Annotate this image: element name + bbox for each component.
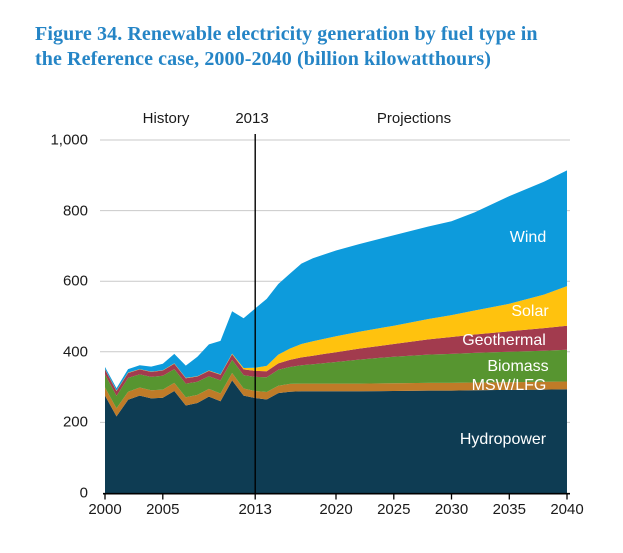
series-label-biomass: Biomass [487, 358, 549, 375]
series-label-msw-lfg: MSW/LFG [471, 377, 547, 394]
x-tick-label-2040: 2040 [550, 501, 584, 518]
y-tick-label-0: 0 [79, 484, 88, 502]
x-tick-label-2013: 2013 [238, 501, 272, 518]
series-label-hydropower: Hydropower [459, 431, 547, 448]
y-tick-label-1000: 1,000 [50, 131, 88, 149]
area-hydropower [105, 380, 567, 493]
x-tick-label-2035: 2035 [492, 501, 526, 518]
projections-phase-label: Projections [376, 110, 452, 127]
x-tick-label-2030: 2030 [434, 501, 469, 518]
series-label-wind: Wind [509, 229, 547, 246]
history-phase-label: History [142, 110, 190, 127]
area-wind [105, 170, 567, 391]
y-tick-label-600: 600 [62, 272, 88, 290]
x-tick-label-2005: 2005 [146, 501, 180, 518]
x-tick-label-2020: 2020 [319, 501, 353, 518]
series-label-solar: Solar [511, 303, 549, 320]
divider-year-label: 2013 [235, 110, 269, 127]
area-geothermal [105, 325, 567, 396]
page-title: Figure 34. Renewable electricity generat… [35, 23, 538, 71]
y-tick-label-800: 800 [62, 202, 88, 220]
x-tick-label-2025: 2025 [377, 501, 411, 518]
area-biomass [105, 349, 567, 409]
y-tick-label-400: 400 [62, 343, 88, 361]
series-label-geothermal: Geothermal [462, 332, 546, 349]
x-tick-label-2000: 2000 [88, 501, 122, 518]
y-tick-label-200: 200 [62, 413, 88, 431]
area-solar [105, 286, 567, 391]
area-msw-lfg [105, 373, 567, 417]
